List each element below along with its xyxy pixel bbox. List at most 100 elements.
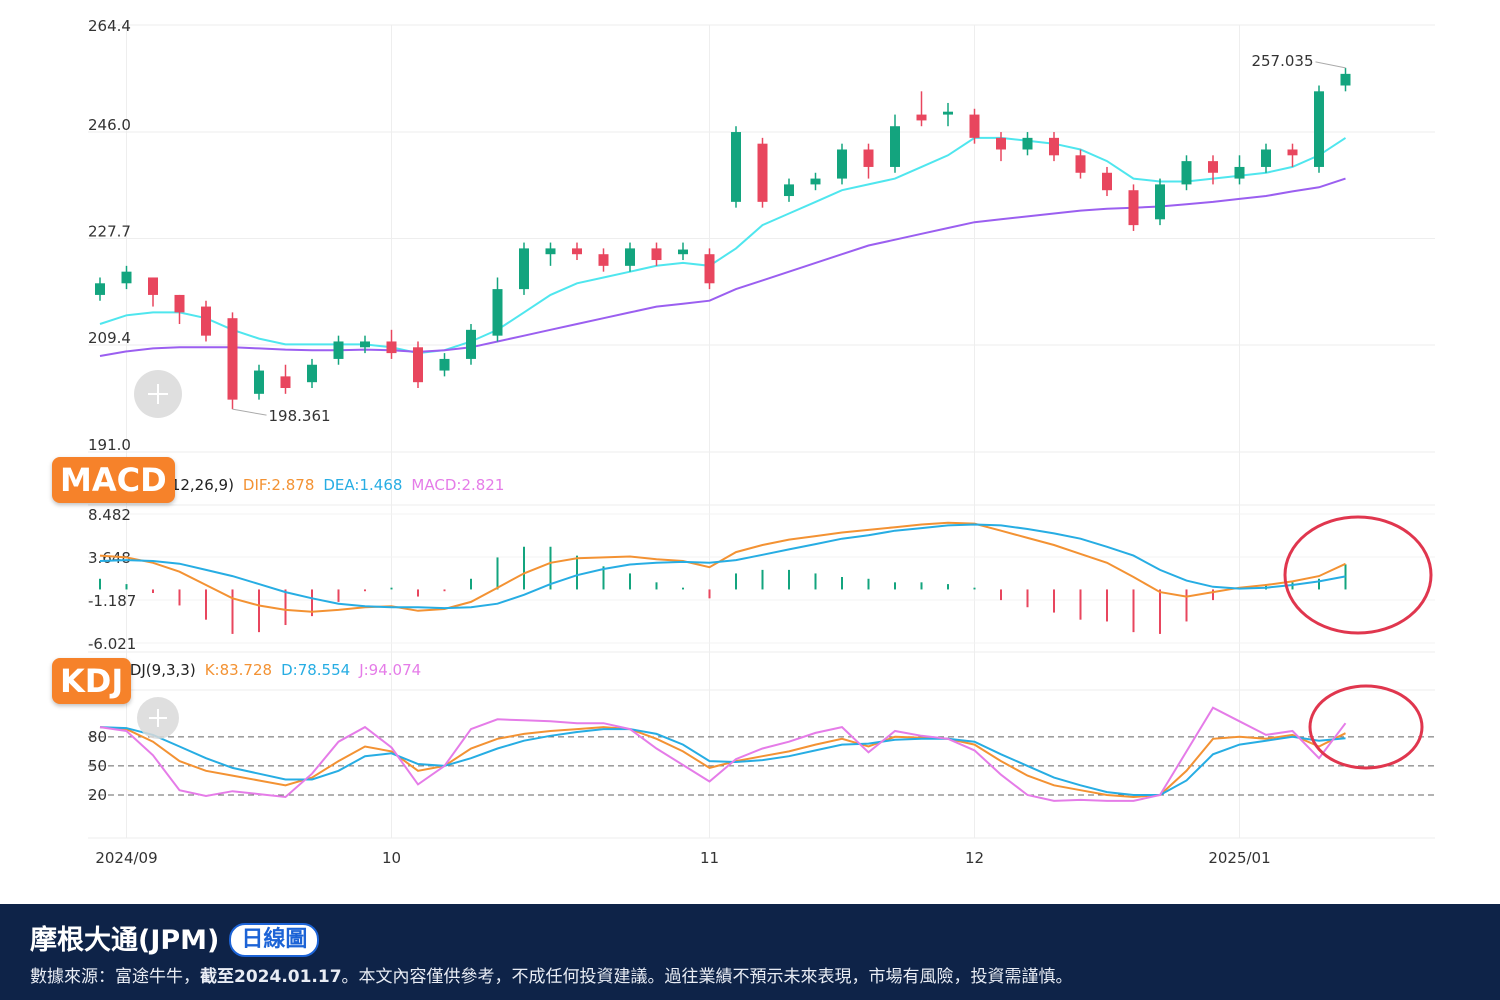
y-tick-label: 80	[88, 728, 107, 746]
candle-body	[1181, 161, 1192, 185]
legend-name: D:	[281, 661, 298, 679]
candle-body	[333, 341, 344, 359]
candle-body	[1314, 91, 1324, 167]
legend-name: DEA:	[323, 476, 359, 494]
candle-body	[439, 358, 450, 371]
candle-body	[1340, 73, 1351, 86]
legend-name: K:	[205, 661, 220, 679]
disclaimer: 。本文內容僅供參考，不成任何投資建議。過往業績不預示未來表現，市場有風險，投資需…	[341, 967, 1073, 987]
leader	[1315, 61, 1346, 69]
candle-body	[1128, 190, 1139, 226]
footer-title-row: 摩根大通(JPM) 日線圖	[30, 918, 320, 957]
x-tick-label: 2025/01	[1208, 849, 1270, 867]
candle-body	[466, 329, 476, 359]
candle-body	[1208, 161, 1218, 173]
candle-body	[201, 306, 211, 336]
candle-body	[784, 184, 794, 197]
candle-body	[519, 248, 529, 290]
source: 數據來源：富途牛牛，	[30, 967, 200, 987]
candle-body	[863, 149, 874, 167]
y-tick-label: 3.648	[88, 549, 131, 567]
legend-value: 94.074	[369, 661, 422, 679]
candle-body	[1049, 137, 1059, 156]
x-tick-label: 2024/09	[95, 849, 157, 867]
y-tick-label: 209.4	[88, 329, 131, 347]
period-badge: 日線圖	[229, 923, 320, 957]
y-tick-label: 246.0	[88, 116, 131, 134]
candle-body	[492, 289, 503, 336]
y-tick-label: -6.021	[88, 635, 136, 653]
chart: 2024/09 10 11 12 2025/01 264.4 246.0 227.7 209.4…	[88, 17, 1435, 867]
macd-line	[99, 523, 1346, 610]
x-tick-label: 10	[382, 849, 401, 867]
y-tick-label: 8.482	[88, 506, 131, 524]
legend-value: 2.878	[271, 476, 314, 494]
candle-body	[1022, 137, 1033, 150]
stock-title: 摩根大通(JPM)	[30, 925, 220, 956]
candle-body	[280, 376, 291, 389]
candle-body	[996, 137, 1006, 150]
y-tick-label: 50	[88, 757, 107, 775]
footer-note: 數據來源：富途牛牛，截至2024.01.17。本文內容僅供參考，不成任何投資建議…	[30, 962, 1073, 987]
kdj-badge: KDJ	[52, 658, 132, 704]
x-tick-label: 12	[965, 849, 984, 867]
candle-body	[1261, 149, 1271, 167]
kdj-line	[99, 706, 1347, 802]
legend-name: MACD:	[411, 476, 461, 494]
x-tick-label: 11	[700, 849, 719, 867]
candle-body	[121, 271, 132, 284]
legend-name: DIF:	[243, 476, 272, 494]
candle-body	[307, 364, 317, 383]
candle-body	[413, 347, 423, 383]
y-tick-label: 227.7	[88, 223, 131, 241]
candle-body	[731, 132, 741, 202]
legend-name: J:	[358, 661, 368, 679]
candle-body	[386, 341, 397, 354]
candle-body	[1102, 172, 1112, 191]
candle-body	[890, 126, 900, 167]
candle-body	[148, 277, 158, 295]
legend-value: 83.728	[220, 661, 273, 679]
candle-body	[227, 318, 238, 400]
candle-body	[837, 149, 847, 179]
macd-badge: MACD	[52, 457, 175, 503]
legend-value: 1.468	[359, 476, 402, 494]
candle-body	[95, 283, 105, 295]
candle-body	[704, 254, 715, 284]
y-tick-label: -1.187	[88, 592, 136, 610]
y-tick-label: 264.4	[88, 17, 131, 35]
candle-body	[810, 178, 821, 185]
candle-body	[1075, 155, 1086, 173]
candle-body	[1234, 166, 1245, 179]
moving-average-line	[99, 136, 1347, 355]
candle-body	[572, 248, 582, 255]
candle-body	[174, 294, 185, 313]
candle-body	[916, 114, 927, 121]
cutoff: 截至2024.01.17	[200, 967, 342, 987]
highlight-circle	[1308, 684, 1424, 770]
leader	[232, 408, 267, 416]
candle-body	[943, 111, 953, 115]
footer: 摩根大通(JPM) 日線圖 數據來源：富途牛牛，截至2024.01.17。本文內容…	[0, 904, 1500, 1000]
legend-title: KDJ(9,3,3)	[120, 661, 196, 679]
high-label: 257.035	[1251, 52, 1313, 70]
legend: KDJ(9,3,3) K:83.728 D:78.554 J:94.074	[120, 661, 421, 679]
highlight-circle	[1283, 515, 1433, 635]
candle-body	[625, 248, 635, 266]
candle-body	[1155, 184, 1165, 220]
kdj-line	[99, 726, 1346, 796]
candle-body	[651, 248, 662, 261]
candle-body	[1287, 149, 1298, 156]
candle-body	[678, 249, 688, 255]
candle-body	[360, 341, 370, 348]
candle-body	[598, 254, 609, 266]
low-label: 198.361	[269, 407, 331, 425]
candle-body	[545, 248, 556, 255]
candle-body	[757, 143, 768, 202]
candle-body	[254, 370, 264, 394]
y-tick-label: 20	[88, 786, 107, 804]
legend-value: 2.821	[461, 476, 504, 494]
candle-body	[969, 114, 980, 138]
add-icon	[148, 384, 168, 404]
